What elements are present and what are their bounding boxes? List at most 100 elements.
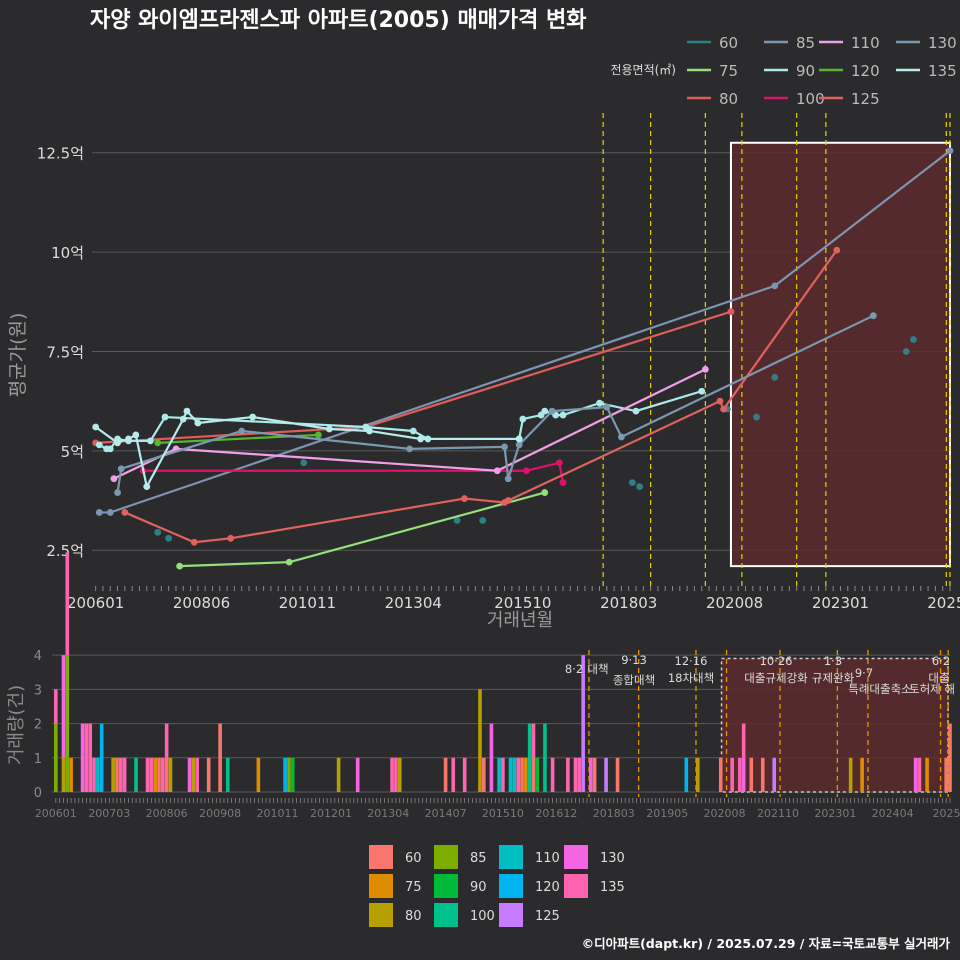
data-point-135 [114, 439, 121, 447]
bar-x-tick-label: 202110 [757, 807, 799, 820]
policy-label: 9·7 [855, 666, 873, 680]
bar-y-tick-label: 1 [34, 752, 42, 767]
bar-135 [65, 552, 70, 656]
bar-60 [948, 723, 952, 792]
policy-label: 12·16 [675, 654, 708, 668]
bar-legend-swatch-130 [564, 845, 588, 869]
data-point-135 [325, 425, 333, 433]
bar-100 [543, 723, 547, 792]
bar-60 [482, 757, 486, 792]
policy-label: 규제완화 [812, 671, 855, 685]
bar-100 [225, 757, 230, 792]
data-point-130 [117, 465, 125, 473]
data-point-85 [95, 509, 103, 516]
series-line-75 [179, 491, 546, 568]
data-point-125 [190, 538, 198, 546]
data-point-135 [249, 413, 257, 421]
bar-legend-label-85: 85 [470, 851, 487, 866]
x-tick-label: 202008 [706, 594, 763, 612]
bar-85 [287, 757, 291, 792]
y-tick-label: 2.5억 [46, 542, 84, 560]
bar-135 [741, 723, 746, 758]
bar-80 [111, 757, 115, 792]
data-point-125 [461, 495, 468, 502]
bar-80 [336, 757, 341, 792]
bar-130 [741, 757, 746, 792]
data-point-75 [285, 558, 293, 566]
legend-label-90: 90 [796, 62, 815, 80]
policy-label: 종합대책 [613, 673, 655, 687]
bar-60 [615, 757, 620, 792]
data-point-135 [179, 415, 187, 423]
bar-legend-swatch-125 [499, 903, 523, 927]
bar-135 [577, 757, 582, 792]
bar-130 [187, 757, 192, 792]
bar-y-axis-title: 거래량(건) [6, 685, 27, 765]
y-tick-label: 12.5억 [37, 145, 84, 163]
bar-60 [443, 757, 448, 792]
bar-x-tick-label: 202404 [872, 807, 914, 820]
policy-label: 9·13 [621, 653, 647, 667]
bar-135 [394, 757, 398, 792]
data-point-90 [95, 441, 103, 449]
bar-legend-label-135: 135 [600, 880, 625, 895]
data-point-135 [132, 431, 140, 439]
bar-135 [118, 757, 123, 792]
bar-80 [61, 757, 66, 792]
bar-135 [161, 757, 165, 792]
data-point-90 [698, 387, 706, 395]
legend-label-110: 110 [851, 34, 880, 52]
price-chart: 2.5억 5억 7.5억 10억 12.5억 200601 200806 201011 2013… [7, 113, 960, 631]
series-line-80 [95, 310, 732, 444]
data-point-60 [910, 336, 917, 343]
bar-60 [718, 757, 723, 792]
data-point-130 [238, 427, 246, 435]
data-point-85 [771, 282, 779, 290]
policy-label: 대책 [587, 662, 608, 676]
bar-85 [65, 655, 70, 792]
bar-135 [164, 723, 169, 758]
bar-85 [54, 723, 58, 792]
footer-credit: ©디아파트(dapt.kr) / 2025.07.29 / 자료=국토교통부 실… [582, 936, 951, 951]
bar-110 [497, 757, 501, 792]
data-point-110 [110, 475, 118, 483]
legend-label-100: 100 [796, 90, 825, 108]
bar-x-tick-label: 200908 [199, 807, 241, 820]
data-point-125 [833, 246, 841, 254]
bar-135 [122, 757, 127, 792]
bar-60 [206, 757, 211, 792]
bar-legend-label-125: 125 [535, 909, 560, 924]
bar-130 [913, 757, 918, 792]
data-point-130 [501, 443, 508, 451]
bar-x-tick-label: 200601 [35, 807, 77, 820]
bar-75 [153, 757, 157, 792]
bar-120 [684, 757, 689, 792]
bar-135 [451, 757, 456, 792]
data-point-60 [154, 528, 162, 536]
bar-60 [760, 757, 765, 792]
data-point-90 [106, 445, 114, 453]
top-legend: 전용면적(㎡) 60 85 110 130 75 90 120 135 80 100 125 [610, 34, 956, 108]
legend-label-85: 85 [796, 34, 815, 52]
data-point-60 [628, 479, 636, 487]
bar-130 [355, 757, 360, 792]
bar-80 [397, 757, 402, 792]
bar-x-tick-label: 201201 [310, 807, 352, 820]
bar-x-tick-label: 202301 [814, 807, 856, 820]
bar-75 [69, 757, 73, 792]
data-point-135 [194, 419, 202, 427]
data-point-60 [902, 348, 910, 355]
legend-title: 전용면적(㎡) [610, 63, 676, 77]
volume-chart: 0 1 2 3 4 거래량(건) 8·2 대책 9·13 종합대책 12·16 18차대책 10·26 대… [6, 552, 960, 820]
legend-label-75: 75 [719, 62, 738, 80]
data-point-125 [227, 534, 235, 542]
legend-label-125: 125 [851, 90, 880, 108]
data-point-100 [523, 467, 530, 475]
y-tick-label: 5억 [61, 443, 84, 461]
bar-legend-swatch-90 [434, 874, 458, 898]
bar-x-tick-label: 201803 [593, 807, 635, 820]
bar-135 [501, 757, 505, 792]
data-point-135 [92, 423, 100, 431]
policy-label: 6·2 [932, 654, 950, 668]
